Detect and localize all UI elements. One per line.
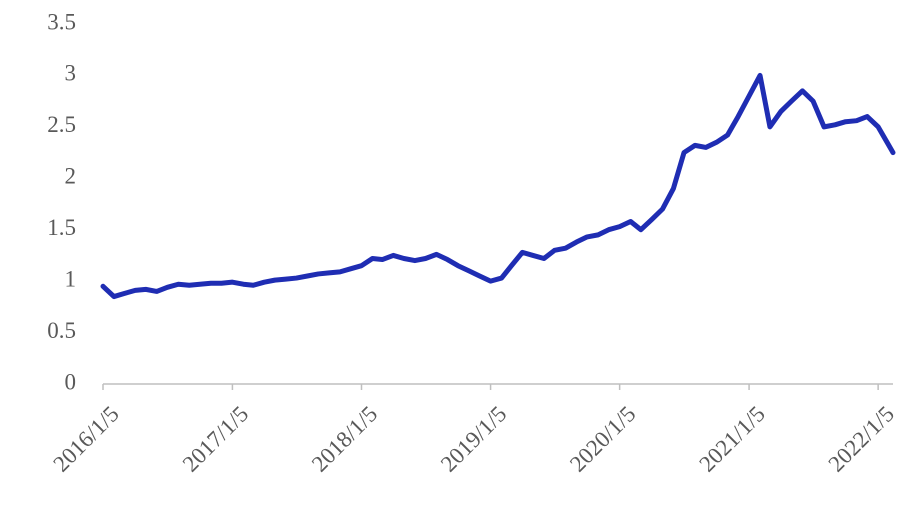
line [100,72,896,300]
y-tick-label: 0.5 [47,318,76,343]
x-tick-label: 2021/1/5 [694,401,770,477]
x-tick-label: 2020/1/5 [565,401,641,477]
y-tick-label: 3 [65,61,77,86]
y-tick-label: 0 [65,369,77,394]
y-tick-label: 2.5 [47,112,76,137]
x-tick-label: 2016/1/5 [48,401,124,477]
x-tick-label: 2017/1/5 [178,401,254,477]
y-tick-label: 1.5 [47,215,76,240]
x-tick-label: 2019/1/5 [436,401,512,477]
x-tick-label: 2022/1/5 [823,401,899,477]
y-tick-label: 1 [65,266,77,291]
y-tick-label: 2 [65,164,77,189]
x-tick-label: 2018/1/5 [307,401,383,477]
y-tick-label: 3.5 [47,9,76,34]
